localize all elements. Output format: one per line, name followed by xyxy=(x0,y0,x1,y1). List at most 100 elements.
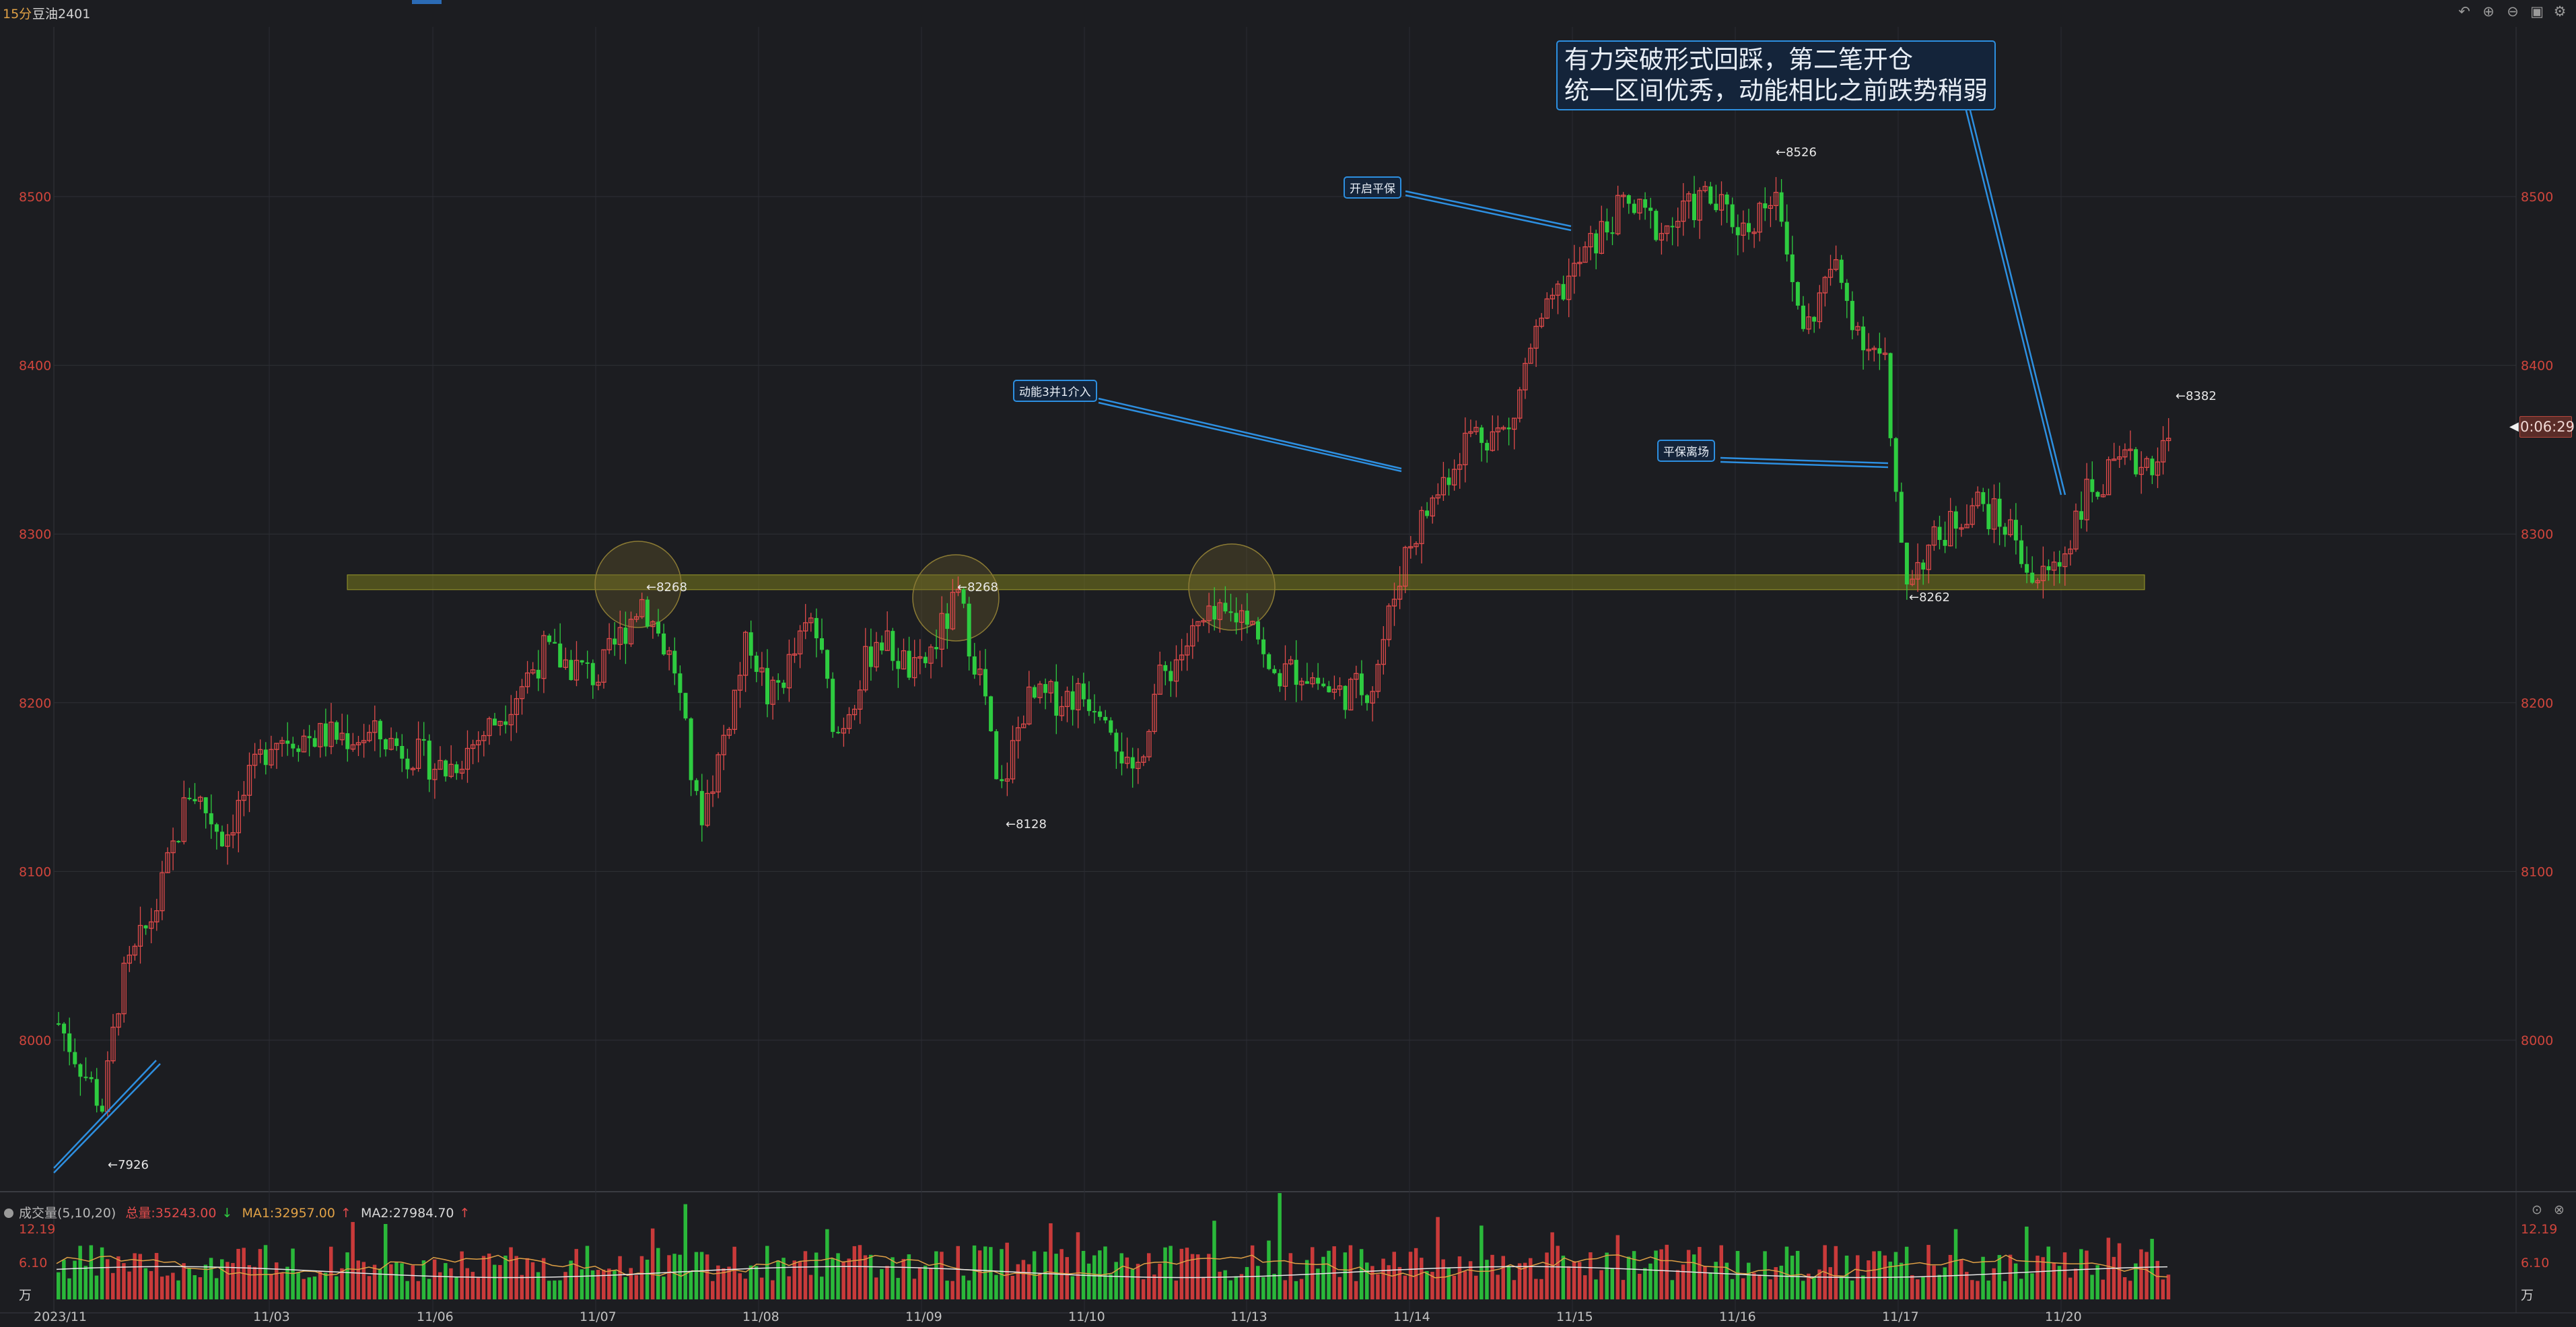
candle-body xyxy=(1430,497,1435,517)
candle-body xyxy=(1610,232,1615,234)
volume-bar xyxy=(1480,1225,1484,1299)
candle-body xyxy=(912,657,917,679)
candle-body xyxy=(94,1079,99,1106)
note-analysis[interactable]: 有力突破形式回踩，第二笔开仓 统一区间优秀，动能相比之前跌势稍弱 xyxy=(1556,40,1996,110)
volume-bar xyxy=(1916,1279,1920,1299)
volume-bar xyxy=(225,1262,230,1299)
price-mark-label: ←8382 xyxy=(2175,389,2217,403)
note-hedge-exit[interactable]: 平保离场 xyxy=(1657,440,1715,462)
candle-body xyxy=(742,632,749,676)
volume-bar xyxy=(269,1274,273,1299)
volume-bar xyxy=(1899,1262,1904,1299)
volume-bar xyxy=(787,1276,791,1299)
volume-toggle-icon[interactable] xyxy=(4,1209,13,1218)
volume-bar xyxy=(629,1268,633,1299)
candle-body xyxy=(1605,221,1609,233)
volume-bar xyxy=(1686,1250,1691,1299)
volume-bar xyxy=(656,1248,660,1299)
volume-bar xyxy=(868,1254,873,1299)
volume-bar xyxy=(912,1279,917,1299)
up-arrow-icon: ↑ xyxy=(340,1206,351,1221)
candle-body xyxy=(786,654,792,689)
symbol-label[interactable]: 豆油2401 xyxy=(32,7,91,22)
volume-bar xyxy=(950,1281,954,1299)
volume-bar xyxy=(569,1260,573,1299)
candle-body xyxy=(1316,677,1321,684)
period-label[interactable]: 15分 xyxy=(3,7,32,22)
volume-bar xyxy=(1937,1274,1941,1299)
volume-bar xyxy=(1490,1254,1494,1299)
volume-bar xyxy=(2062,1252,2067,1299)
price-tick-right: 8400 xyxy=(2521,359,2553,374)
volume-bar xyxy=(1741,1278,1745,1299)
volume-bar xyxy=(1359,1249,1364,1299)
candle-body xyxy=(1817,292,1822,322)
candle-body xyxy=(1217,602,1222,620)
volume-bar xyxy=(1387,1265,1391,1299)
candle-body xyxy=(1621,195,1626,197)
volume-bar xyxy=(1910,1275,1914,1299)
volume-bar xyxy=(231,1262,235,1299)
candle-body xyxy=(2008,519,2013,535)
candle-body xyxy=(1512,417,1517,430)
volume-bar xyxy=(138,1254,142,1299)
candle-body xyxy=(955,588,961,593)
candle-body xyxy=(1397,585,1403,600)
note-open-hedge[interactable]: 开启平保 xyxy=(1344,176,1401,199)
candle-body xyxy=(274,743,279,750)
layout-icon[interactable]: ▣ xyxy=(2530,3,2544,20)
volume-bar xyxy=(1218,1271,1222,1299)
zoom-out-icon[interactable]: ⊖ xyxy=(2507,3,2519,20)
candle-body xyxy=(1779,192,1784,222)
volume-bar xyxy=(1594,1279,1598,1299)
volume-bar xyxy=(389,1264,393,1299)
candle-body xyxy=(1272,669,1277,673)
volume-bar xyxy=(901,1258,905,1299)
undo-icon[interactable]: ↶ xyxy=(2458,3,2470,20)
candle-body xyxy=(127,954,132,964)
volume-bar xyxy=(1288,1253,1293,1299)
candle-body xyxy=(2003,526,2007,535)
candle-body xyxy=(989,696,994,732)
volume-bar xyxy=(1065,1257,1069,1299)
candle-body xyxy=(1288,659,1294,665)
candle-body xyxy=(1495,427,1501,433)
candle-body xyxy=(1015,727,1021,741)
candle-body xyxy=(285,741,290,744)
candle-body xyxy=(137,924,143,947)
candle-body xyxy=(1855,326,1860,331)
candle-body xyxy=(1206,605,1212,621)
volume-bar xyxy=(1670,1280,1675,1299)
candle-body xyxy=(2160,440,2166,463)
top-toolbar: 15分 豆油2401 ↶ ⊕ ⊖ ▣ ⚙ xyxy=(0,0,2576,26)
candle-body xyxy=(464,747,471,770)
volume-close-icon[interactable]: ⊗ xyxy=(2554,1202,2565,1217)
candle-body xyxy=(421,739,426,741)
volume-bar xyxy=(683,1204,687,1299)
volume-indicator-name[interactable]: 成交量(5,10,20) xyxy=(19,1206,116,1221)
volume-bar xyxy=(1283,1280,1287,1299)
zoom-in-icon[interactable]: ⊕ xyxy=(2482,3,2495,20)
candle-body xyxy=(1282,663,1288,687)
volume-bar xyxy=(94,1275,99,1299)
volume-bar xyxy=(1376,1274,1380,1299)
candle-body xyxy=(230,832,236,836)
volume-ma2: MA2:27984.70 xyxy=(360,1206,454,1221)
volume-bar xyxy=(1539,1279,1543,1299)
volume-bar xyxy=(1735,1251,1740,1299)
settings-icon[interactable]: ⚙ xyxy=(2553,3,2567,20)
note-momentum[interactable]: 动能3并1介入 xyxy=(1013,380,1097,402)
candle-body xyxy=(89,1077,94,1079)
candle-body xyxy=(1004,778,1010,782)
volume-bar xyxy=(1725,1262,1729,1299)
candle-body xyxy=(803,622,808,632)
candle-body xyxy=(749,632,753,656)
volume-bar xyxy=(825,1229,829,1299)
candle-body xyxy=(1997,498,2002,527)
volume-bar xyxy=(1730,1279,1735,1299)
volume-bar xyxy=(820,1277,824,1299)
volume-bar xyxy=(318,1270,322,1299)
candle-body xyxy=(613,638,617,645)
volume-settings-icon[interactable]: ⊙ xyxy=(2532,1202,2542,1217)
